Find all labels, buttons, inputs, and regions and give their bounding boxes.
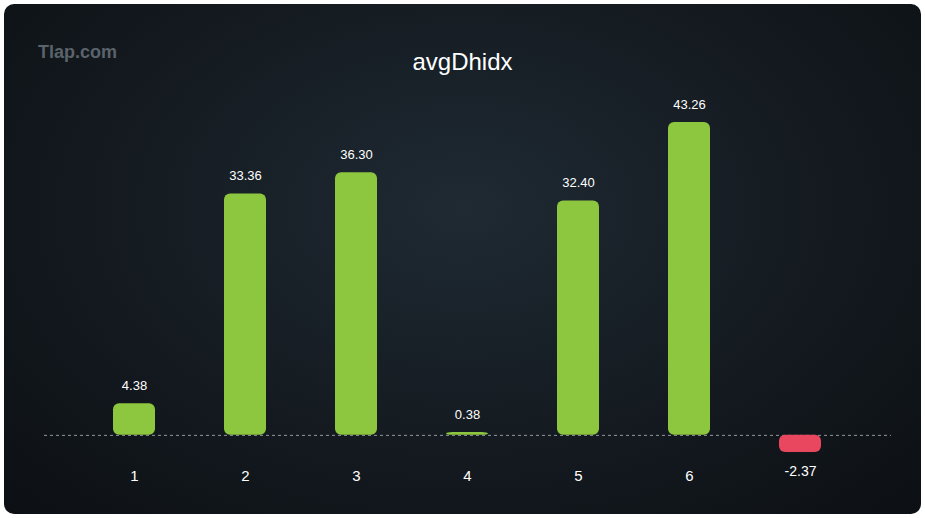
svg-text:43.26: 43.26 bbox=[673, 97, 706, 112]
svg-text:4: 4 bbox=[463, 467, 471, 484]
svg-text:33.36: 33.36 bbox=[229, 168, 262, 183]
svg-text:5: 5 bbox=[574, 467, 582, 484]
svg-text:2: 2 bbox=[241, 467, 249, 484]
svg-text:6: 6 bbox=[685, 467, 693, 484]
html-text:Tlap.com: Tlap.com bbox=[38, 42, 117, 62]
svg-text:1: 1 bbox=[130, 467, 138, 484]
svg-text:-2.37: -2.37 bbox=[785, 463, 817, 479]
svg-text:4.38: 4.38 bbox=[122, 378, 147, 393]
svg-text:0.38: 0.38 bbox=[455, 407, 480, 422]
svg-text:36.30: 36.30 bbox=[340, 147, 373, 162]
svg-text:3: 3 bbox=[352, 467, 360, 484]
html-text:avgDhidx: avgDhidx bbox=[412, 48, 513, 75]
svg-text:32.40: 32.40 bbox=[562, 175, 595, 190]
